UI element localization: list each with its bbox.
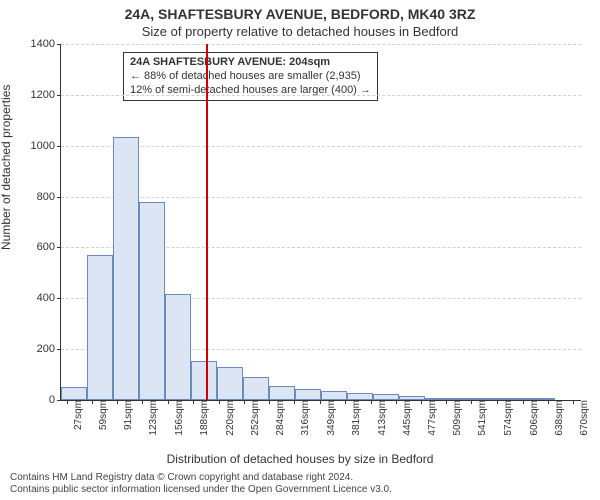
x-tick-mark <box>117 400 118 404</box>
x-tick-label: 606sqm <box>527 400 540 436</box>
x-tick-label: 349sqm <box>324 400 337 436</box>
x-tick-label: 91sqm <box>121 400 134 430</box>
x-tick-mark <box>142 400 143 404</box>
y-tick-label: 800 <box>37 191 61 203</box>
x-tick-mark <box>471 400 472 404</box>
histogram-bar <box>87 255 113 400</box>
footer-line-1: Contains HM Land Registry data © Crown c… <box>10 472 590 484</box>
histogram-bar <box>347 393 373 400</box>
histogram-bar <box>61 387 87 400</box>
histogram-bar <box>165 294 191 400</box>
y-tick-label: 600 <box>37 241 61 253</box>
gridline <box>61 44 581 45</box>
chart-subtitle: Size of property relative to detached ho… <box>0 24 600 39</box>
x-tick-label: 316sqm <box>298 400 311 436</box>
x-tick-mark <box>523 400 524 404</box>
x-tick-label: 445sqm <box>400 400 413 436</box>
y-tick-label: 400 <box>37 292 61 304</box>
x-tick-label: 188sqm <box>197 400 210 436</box>
plot-area: 24A SHAFTESBURY AVENUE: 204sqm ← 88% of … <box>60 44 581 401</box>
footer-line-2: Contains public sector information licen… <box>10 484 590 496</box>
y-tick-label: 1200 <box>31 89 61 101</box>
histogram-bar <box>217 367 243 400</box>
x-tick-label: 381sqm <box>349 400 362 436</box>
histogram-bar <box>191 361 217 400</box>
x-tick-mark <box>294 400 295 404</box>
x-tick-mark <box>67 400 68 404</box>
x-tick-label: 59sqm <box>96 400 109 430</box>
x-tick-label: 413sqm <box>375 400 388 436</box>
gridline <box>61 95 581 96</box>
reference-line <box>206 44 208 400</box>
x-tick-mark <box>371 400 372 404</box>
x-tick-label: 27sqm <box>71 400 84 430</box>
x-tick-mark <box>320 400 321 404</box>
x-tick-mark <box>497 400 498 404</box>
x-tick-label: 284sqm <box>273 400 286 436</box>
histogram-bar <box>269 386 295 400</box>
x-tick-mark <box>168 400 169 404</box>
annotation-title: 24A SHAFTESBURY AVENUE: 204sqm <box>130 56 371 70</box>
histogram-bar <box>321 391 347 400</box>
histogram-bar <box>295 389 321 400</box>
x-tick-mark <box>193 400 194 404</box>
x-tick-label: 252sqm <box>248 400 261 436</box>
x-tick-label: 220sqm <box>223 400 236 436</box>
attribution-footer: Contains HM Land Registry data © Crown c… <box>10 472 590 496</box>
y-tick-label: 200 <box>37 343 61 355</box>
x-tick-mark <box>244 400 245 404</box>
histogram-bar <box>113 137 139 400</box>
x-tick-label: 541sqm <box>475 400 488 436</box>
x-tick-label: 156sqm <box>172 400 185 436</box>
annotation-line-2: ← 88% of detached houses are smaller (2,… <box>130 70 371 84</box>
x-tick-mark <box>548 400 549 404</box>
x-tick-label: 638sqm <box>552 400 565 436</box>
y-tick-label: 1400 <box>31 38 61 50</box>
x-tick-label: 574sqm <box>501 400 514 436</box>
x-tick-mark <box>219 400 220 404</box>
x-tick-label: 123sqm <box>146 400 159 436</box>
x-axis-label: Distribution of detached houses by size … <box>0 452 600 466</box>
x-tick-label: 509sqm <box>450 400 463 436</box>
x-tick-mark <box>345 400 346 404</box>
x-tick-mark <box>92 400 93 404</box>
x-tick-label: 477sqm <box>425 400 438 436</box>
histogram-bar <box>139 202 165 400</box>
y-tick-label: 1000 <box>31 140 61 152</box>
x-tick-mark <box>396 400 397 404</box>
gridline <box>61 146 581 147</box>
chart-container: 24A, SHAFTESBURY AVENUE, BEDFORD, MK40 3… <box>0 0 600 500</box>
y-tick-label: 0 <box>49 394 61 406</box>
x-tick-mark <box>421 400 422 404</box>
x-tick-mark <box>446 400 447 404</box>
x-tick-mark <box>269 400 270 404</box>
x-tick-mark <box>573 400 574 404</box>
histogram-bar <box>243 377 269 400</box>
gridline <box>61 197 581 198</box>
chart-title: 24A, SHAFTESBURY AVENUE, BEDFORD, MK40 3… <box>0 6 600 22</box>
x-tick-label: 670sqm <box>577 400 590 436</box>
y-axis-label: Number of detached properties <box>0 85 13 250</box>
